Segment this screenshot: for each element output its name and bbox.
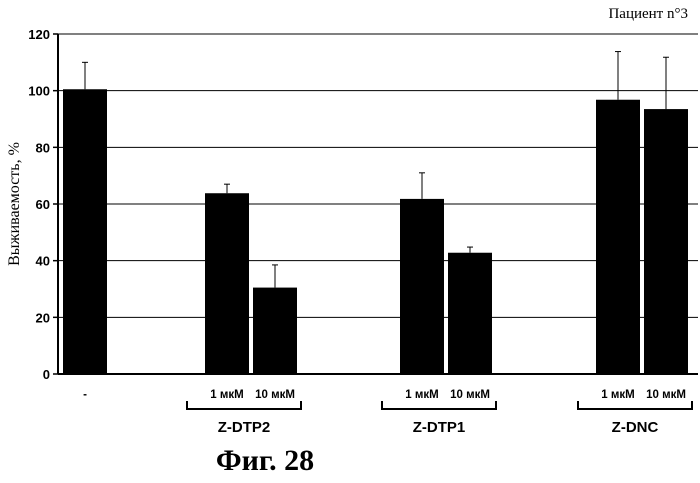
group-bracket xyxy=(187,401,301,409)
bar xyxy=(253,288,297,374)
group-bracket xyxy=(578,401,692,409)
bar xyxy=(205,193,249,374)
x-tick-label: 10 мкМ xyxy=(255,389,295,401)
bar-chart: 0 20 40 60 80 100 120 - 1 мкМ 10 мкМ 1 мкМ 10 мкМ 1 … xyxy=(0,0,700,440)
group-label: Z-DNC xyxy=(612,419,659,436)
y-tick-label: 100 xyxy=(28,84,50,99)
x-tick-label: 1 мкМ xyxy=(405,389,438,401)
figure-caption: Фиг. 28 xyxy=(0,444,530,478)
bar xyxy=(400,199,444,374)
y-tick-label: 20 xyxy=(36,310,50,325)
y-tick-label: 0 xyxy=(43,367,50,382)
x-tick-label: 1 мкМ xyxy=(210,389,243,401)
x-tick-label: - xyxy=(83,389,87,401)
group-label: Z-DTP1 xyxy=(413,419,466,436)
y-tick-label: 80 xyxy=(36,140,50,155)
bar xyxy=(644,109,688,374)
y-tick-label: 60 xyxy=(36,197,50,212)
bar xyxy=(596,100,640,374)
x-tick-label: 1 мкМ xyxy=(601,389,634,401)
y-tick-label: 40 xyxy=(36,254,50,269)
y-axis-label: Выживаемость, % xyxy=(6,142,23,266)
y-tick-label: 120 xyxy=(28,27,50,42)
x-tick-label: 10 мкМ xyxy=(450,389,490,401)
group-bracket xyxy=(382,401,496,409)
group-label: Z-DTP2 xyxy=(218,419,271,436)
x-tick-label: 10 мкМ xyxy=(646,389,686,401)
bar xyxy=(63,89,107,374)
chart-title: Пациент n°3 xyxy=(608,6,688,22)
bar xyxy=(448,253,492,374)
